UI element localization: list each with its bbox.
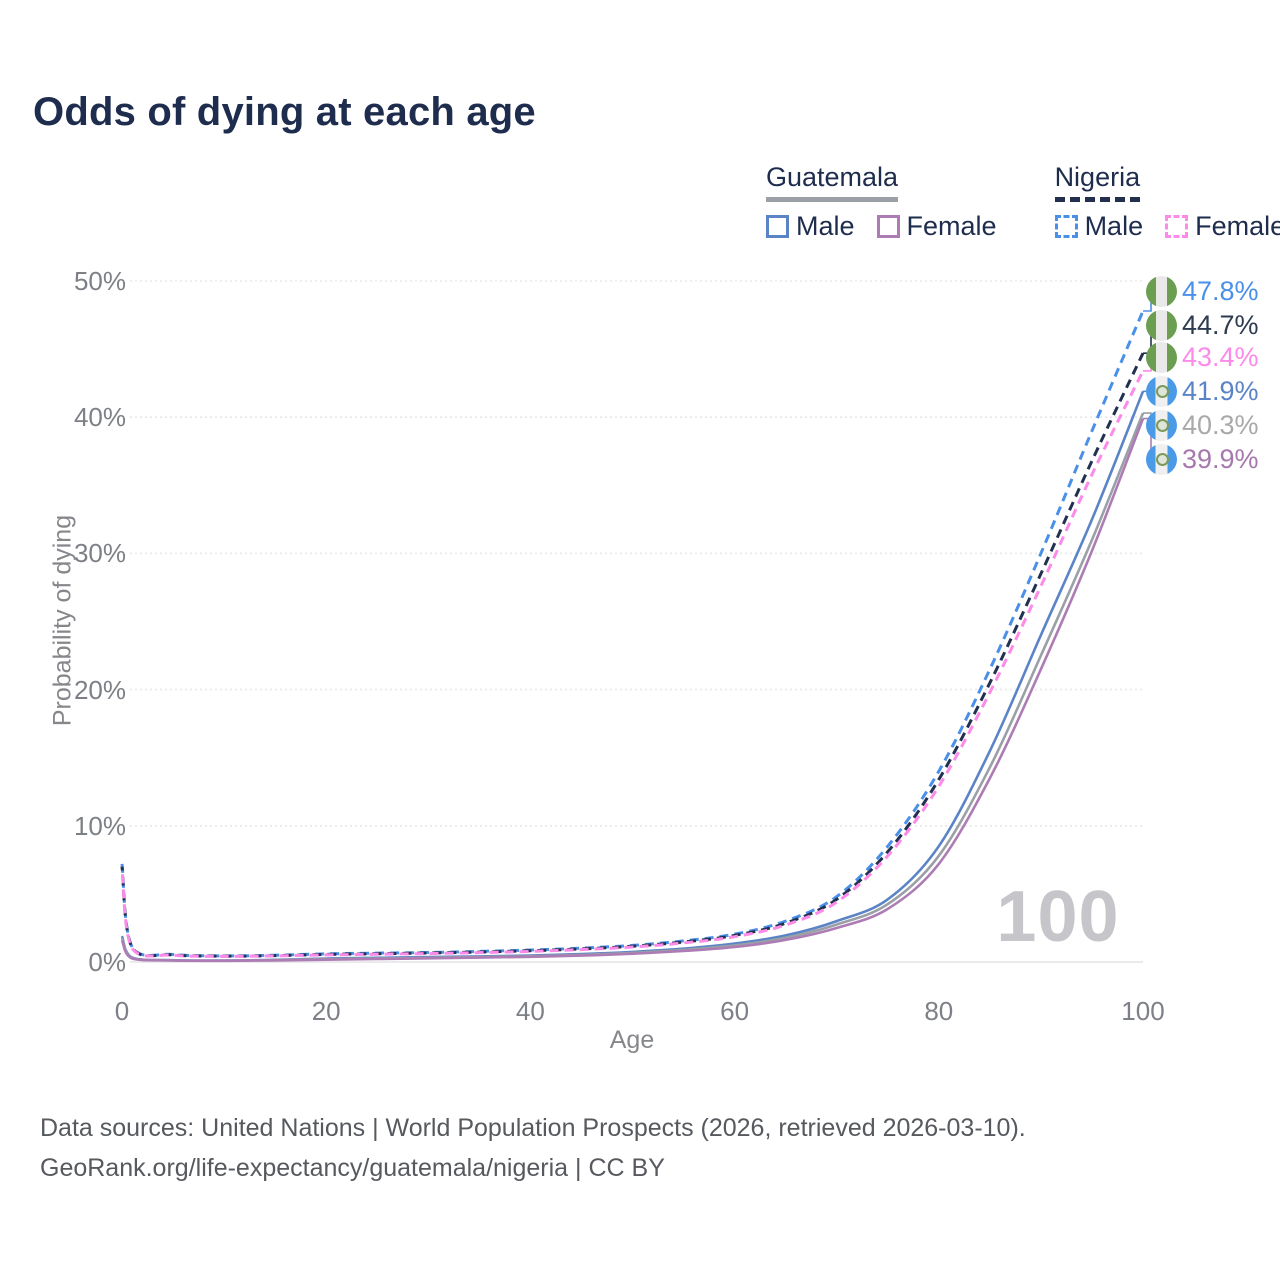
end-label-nigeria-male: 47.8% <box>1146 274 1259 308</box>
nigeria-flag-icon <box>1146 275 1177 307</box>
legend-item-label: Male <box>1084 211 1144 241</box>
series-line-nigeria-male[interactable] <box>120 310 1145 958</box>
end-label-value: 40.3% <box>1182 409 1259 440</box>
end-label-nigeria-both: 44.7% <box>1146 308 1259 342</box>
y-tick-30: 30% <box>73 538 126 569</box>
end-label-value: 41.9% <box>1182 375 1259 406</box>
legend-group-guatemala: Guatemala Male Female <box>766 162 997 242</box>
end-label-value: 47.8% <box>1182 275 1259 306</box>
legend-item-label: Male <box>796 211 855 241</box>
end-label-guatemala-both: 40.3% <box>1146 408 1259 442</box>
end-label-guatemala-female: 39.9% <box>1146 442 1259 476</box>
footer-attribution: GeoRank.org/life-expectancy/guatemala/ni… <box>40 1154 665 1182</box>
end-label-value: 43.4% <box>1182 341 1259 372</box>
end-label-value: 39.9% <box>1182 443 1259 474</box>
x-tick-40: 40 <box>515 996 545 1026</box>
guatemala-flag-icon <box>1146 443 1177 475</box>
nigeria-female-swatch-icon <box>1165 215 1189 238</box>
guatemala-flag-icon <box>1146 375 1177 407</box>
series-line-nigeria-both[interactable] <box>120 352 1145 958</box>
y-tick-40: 40% <box>73 402 126 433</box>
legend-guatemala-title: Guatemala <box>766 162 899 202</box>
series-line-guatemala-female[interactable] <box>120 418 1145 963</box>
legend-item-guatemala-male[interactable]: Male <box>766 211 855 242</box>
y-tick-10: 10% <box>73 810 126 841</box>
x-tick-20: 20 <box>311 996 341 1026</box>
legend-nigeria-title: Nigeria <box>1054 162 1141 202</box>
x-axis-title: Age <box>609 1026 655 1054</box>
x-tick-60: 60 <box>720 996 750 1026</box>
y-tick-20: 20% <box>73 674 126 705</box>
series-line-nigeria-female[interactable] <box>120 370 1145 958</box>
footer: Data sources: United Nations | World Pop… <box>40 1108 1026 1188</box>
age-counter-watermark: 100 <box>996 877 1120 957</box>
x-tick-0: 0 <box>114 996 130 1026</box>
y-axis-title: Probability of dying <box>48 514 77 727</box>
legend-item-label: Female <box>906 211 997 241</box>
page-title: Odds of dying at each age <box>33 90 536 134</box>
nigeria-male-swatch-icon <box>1054 215 1078 238</box>
guatemala-male-swatch-icon <box>766 215 789 238</box>
legend-item-nigeria-female[interactable]: Female <box>1165 211 1280 242</box>
guatemala-female-swatch-icon <box>876 215 900 238</box>
end-label-nigeria-female: 43.4% <box>1146 340 1259 374</box>
x-tick-100: 100 <box>1121 996 1165 1026</box>
footer-data-sources: Data sources: United Nations | World Pop… <box>40 1114 1026 1142</box>
legend-item-label: Female <box>1195 211 1280 241</box>
nigeria-flag-icon <box>1146 341 1177 373</box>
x-tick-80: 80 <box>924 996 954 1026</box>
y-tick-50: 50% <box>73 266 126 296</box>
end-label-value: 44.7% <box>1182 309 1259 340</box>
legend: Guatemala Male Female Nigeria Male Femal… <box>766 162 1280 242</box>
legend-group-nigeria: Nigeria Male Female <box>1054 162 1280 242</box>
legend-item-guatemala-female[interactable]: Female <box>876 211 997 242</box>
y-tick-0: 0% <box>88 947 126 977</box>
end-label-guatemala-male: 41.9% <box>1146 374 1259 408</box>
nigeria-flag-icon <box>1146 309 1177 341</box>
legend-item-nigeria-male[interactable]: Male <box>1054 211 1144 242</box>
guatemala-flag-icon <box>1146 409 1177 441</box>
